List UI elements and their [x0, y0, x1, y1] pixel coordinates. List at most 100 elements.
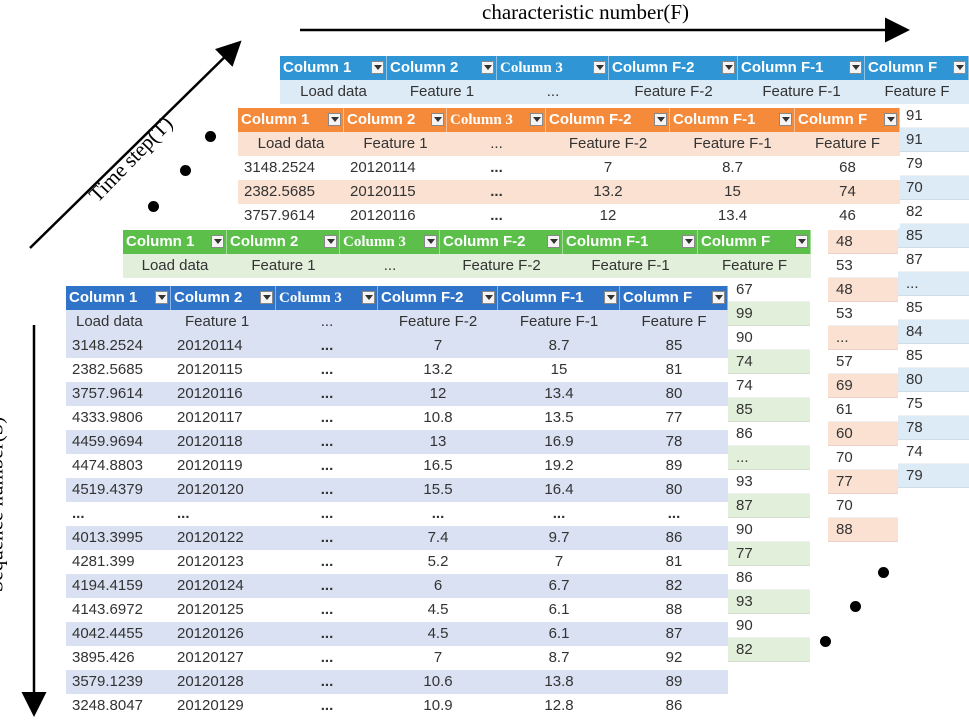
strip-cell[interactable]: 74 [728, 350, 810, 374]
strip-cell[interactable]: 69 [828, 374, 898, 398]
table-cell[interactable]: 6 [433, 577, 443, 594]
table-cell[interactable]: 15.5 [423, 481, 453, 498]
strip-cell[interactable]: 87 [898, 248, 969, 272]
table-cell[interactable]: 7 [433, 337, 443, 354]
strip-cell[interactable]: 93 [728, 590, 810, 614]
table-cell[interactable]: 3248.8047 [72, 697, 143, 714]
table-cell[interactable]: 13.8 [544, 673, 574, 690]
table-cell[interactable]: ... [320, 481, 334, 498]
header-cell[interactable]: Column 3 [276, 286, 378, 310]
table-cell[interactable]: 12.8 [544, 697, 574, 714]
table-cell[interactable]: 3148.2524 [72, 337, 143, 354]
table-cell[interactable]: 16.9 [544, 433, 574, 450]
table-cell[interactable]: 4281.399 [72, 553, 135, 570]
table-cell[interactable]: 4474.8803 [72, 457, 143, 474]
table-cell[interactable]: 6.1 [548, 601, 570, 618]
header-cell[interactable]: Column 1 [66, 286, 171, 310]
table-cell[interactable]: ... [320, 601, 334, 618]
table-cell[interactable]: 20120116 [350, 207, 416, 224]
table-cell[interactable]: ... [320, 457, 334, 474]
table-cell[interactable]: 10.8 [423, 409, 453, 426]
table-cell[interactable]: 19.2 [544, 457, 574, 474]
table-cell[interactable]: 2382.5685 [72, 361, 143, 378]
table-cell[interactable]: 3757.9614 [244, 207, 315, 224]
strip-cell[interactable]: 91 [898, 128, 969, 152]
strip-cell[interactable]: 90 [728, 326, 810, 350]
table-cell[interactable]: ... [320, 697, 334, 714]
table-cell[interactable]: 8.7 [722, 159, 743, 176]
strip-cell[interactable]: 70 [898, 176, 969, 200]
table-cell[interactable]: 20120118 [177, 433, 243, 450]
strip-cell[interactable]: 75 [898, 392, 969, 416]
table-cell[interactable]: 9.7 [548, 529, 570, 546]
table-cell[interactable]: 3148.2524 [244, 159, 315, 176]
table-cell[interactable]: 20120116 [177, 385, 243, 402]
table-cell[interactable]: 7 [433, 649, 443, 666]
table-cell[interactable]: 20120115 [350, 183, 416, 200]
strip-cell[interactable]: 67 [728, 278, 810, 302]
table-cell[interactable]: 89 [665, 673, 683, 690]
strip-cell[interactable]: 48 [828, 278, 898, 302]
table-cell[interactable]: 20120117 [177, 409, 243, 426]
strip-cell[interactable]: 60 [828, 422, 898, 446]
table-cell[interactable]: 20120124 [177, 577, 244, 594]
table-cell[interactable]: 20120123 [177, 553, 244, 570]
table-cell[interactable]: 46 [839, 207, 856, 224]
table-cell[interactable]: 7 [603, 159, 613, 176]
table-cell[interactable]: 82 [665, 577, 683, 594]
table-cell[interactable]: 15 [724, 183, 741, 200]
table-cell[interactable]: 15 [550, 361, 568, 378]
table-cell[interactable]: 13.2 [423, 361, 453, 378]
strip-cell[interactable]: 82 [898, 200, 969, 224]
strip-cell[interactable]: 93 [728, 470, 810, 494]
strip-cell[interactable]: 57 [828, 350, 898, 374]
header-cell[interactable]: Column 1 [238, 108, 344, 132]
table-cell[interactable]: 20120125 [177, 601, 244, 618]
strip-cell[interactable]: 78 [898, 416, 969, 440]
table-cell[interactable]: ... [490, 159, 503, 176]
table-cell[interactable]: ... [177, 505, 190, 522]
strip-cell[interactable]: 53 [828, 302, 898, 326]
header-cell[interactable]: Column F-1 [670, 108, 795, 132]
table-cell[interactable]: ... [320, 577, 334, 594]
header-cell[interactable]: Column 2 [227, 230, 340, 254]
table-cell[interactable]: 13 [429, 433, 447, 450]
strip-cell[interactable]: 77 [728, 542, 810, 566]
table-cell[interactable]: 3579.1239 [72, 673, 143, 690]
strip-cell[interactable]: 70 [828, 446, 898, 470]
table-cell[interactable]: 4143.6972 [72, 601, 143, 618]
table-cell[interactable]: 20120127 [177, 649, 244, 666]
table-cell[interactable]: ... [320, 649, 334, 666]
table-cell[interactable]: 7.4 [427, 529, 449, 546]
table-cell[interactable]: 87 [665, 625, 683, 642]
table-cell[interactable]: 86 [665, 529, 683, 546]
table-cell[interactable]: 4459.9694 [72, 433, 143, 450]
table-cell[interactable]: ... [320, 337, 334, 354]
table-cell[interactable]: 20120126 [177, 625, 244, 642]
table-cell[interactable]: ... [320, 361, 334, 378]
strip-cell[interactable]: 88 [828, 518, 898, 542]
strip-cell[interactable]: 91 [898, 104, 969, 128]
strip-cell[interactable]: 79 [898, 152, 969, 176]
table-cell[interactable]: 78 [665, 433, 683, 450]
table-cell[interactable]: ... [320, 409, 334, 426]
table-cell[interactable]: 89 [665, 457, 683, 474]
strip-cell[interactable]: 87 [728, 494, 810, 518]
table-cell[interactable]: 20120115 [177, 361, 243, 378]
table-cell[interactable]: 81 [665, 553, 683, 570]
table-cell[interactable]: 20120129 [177, 697, 244, 714]
header-cell[interactable]: Column 2 [344, 108, 447, 132]
strip-cell[interactable]: 53 [828, 254, 898, 278]
strip-cell[interactable]: ... [898, 272, 969, 296]
table-cell[interactable]: 3895.426 [72, 649, 135, 666]
header-cell[interactable]: Column F [795, 108, 900, 132]
strip-cell[interactable]: 77 [828, 470, 898, 494]
strip-cell[interactable]: 84 [898, 320, 969, 344]
header-cell[interactable]: Column F [698, 230, 811, 254]
table-cell[interactable]: 7 [554, 553, 564, 570]
table-cell[interactable]: 13.4 [544, 385, 574, 402]
header-cell[interactable]: Column F [620, 286, 728, 310]
strip-cell[interactable]: 79 [898, 464, 969, 488]
strip-cell[interactable]: 80 [898, 368, 969, 392]
strip-cell[interactable]: 85 [898, 344, 969, 368]
